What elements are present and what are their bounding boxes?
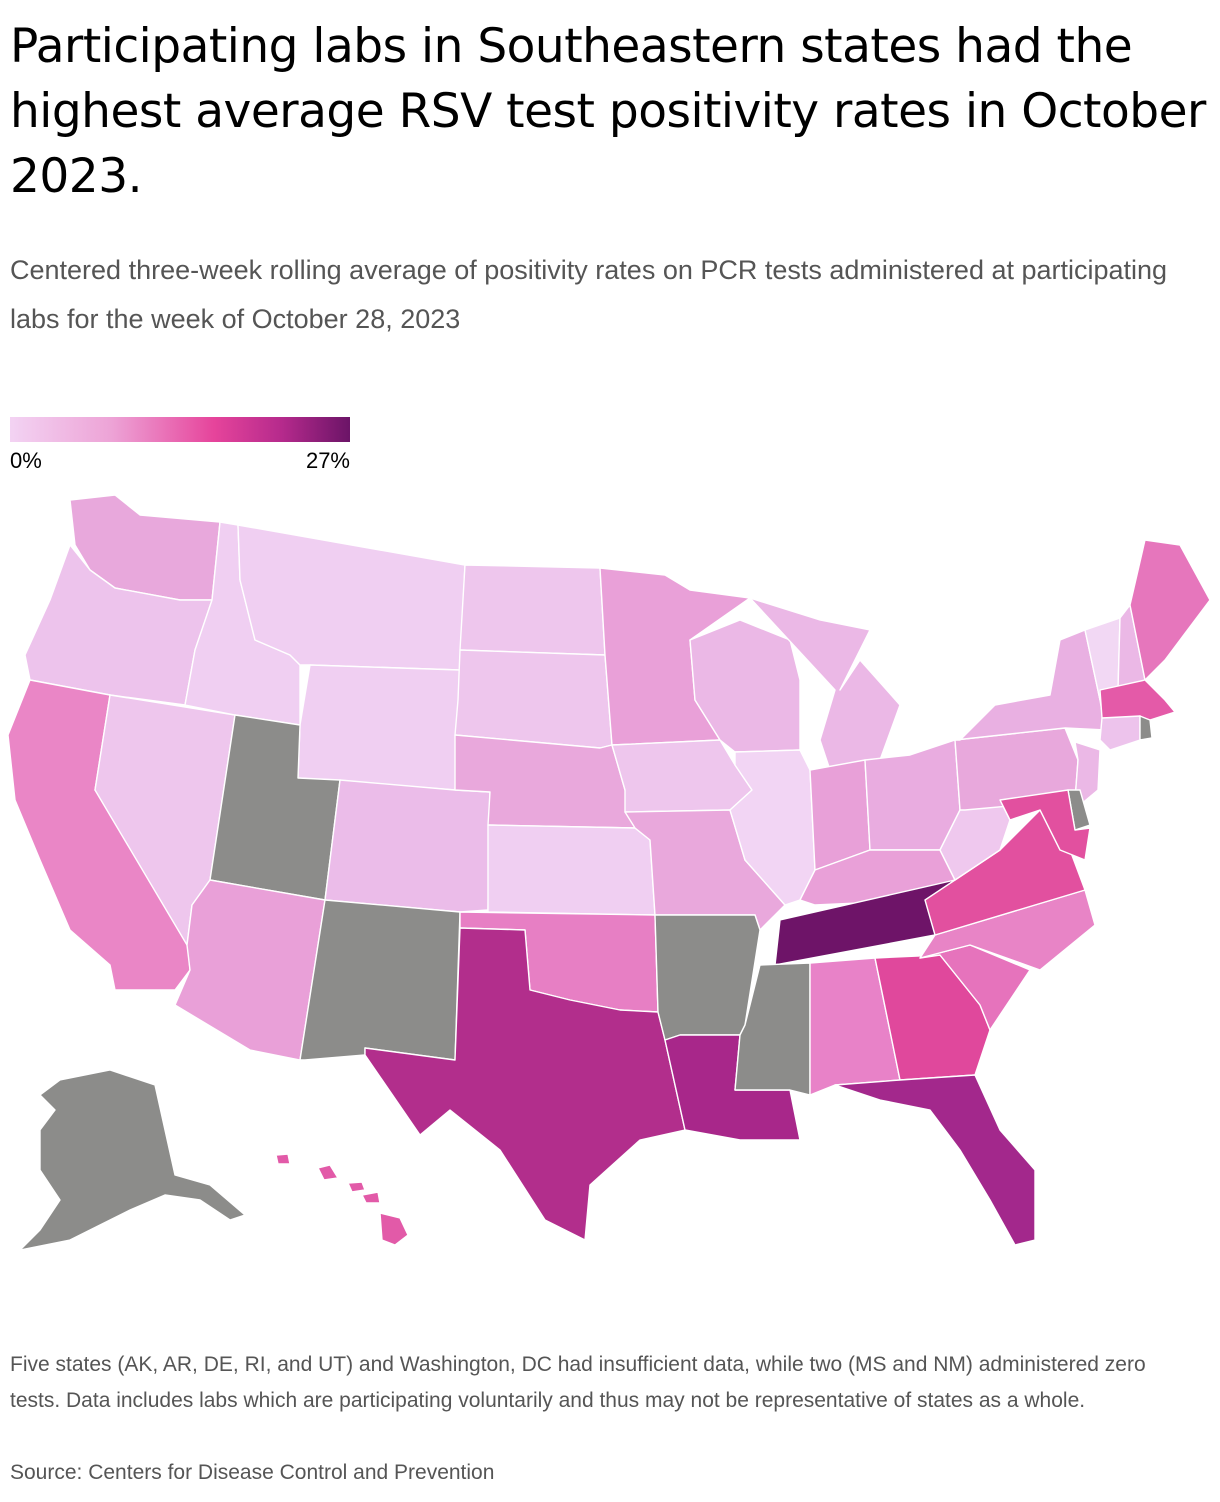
state-tx xyxy=(364,927,686,1241)
state-ms xyxy=(734,962,811,1096)
state-fl xyxy=(834,1074,1036,1246)
legend-min-label: 0% xyxy=(10,448,42,473)
chart-subtitle: Centered three-week rolling average of p… xyxy=(10,255,1168,334)
source-note: Source: Centers for Disease Control and … xyxy=(10,1461,495,1484)
state-ar xyxy=(654,914,761,1041)
state-ks xyxy=(487,824,656,916)
us-states-choropleth-map xyxy=(7,494,1211,1251)
state-az xyxy=(174,879,326,1061)
state-hi-island-5 xyxy=(275,1153,291,1165)
chart-title: Participating labs in Southeastern state… xyxy=(10,19,1206,204)
legend-max-label: 27% xyxy=(305,448,350,473)
footnote: Five states (AK, AR, DE, RI, and UT) and… xyxy=(10,1353,1146,1412)
states-layer xyxy=(7,494,1211,1251)
state-ri xyxy=(1139,715,1153,741)
state-ak xyxy=(19,1069,246,1251)
state-hi-island-2 xyxy=(317,1164,339,1181)
state-ny xyxy=(954,629,1106,741)
state-ia xyxy=(611,739,753,813)
state-nd xyxy=(459,564,606,656)
state-co xyxy=(324,779,491,913)
state-il xyxy=(729,749,816,906)
state-va xyxy=(924,809,1086,936)
state-wy xyxy=(297,664,461,791)
state-sd xyxy=(454,649,613,749)
state-hi xyxy=(379,1212,409,1246)
state-hi-island-4 xyxy=(361,1191,381,1204)
state-md xyxy=(999,789,1091,861)
state-mi xyxy=(749,597,901,771)
state-hi-island-3 xyxy=(347,1181,366,1193)
state-ct xyxy=(1099,715,1141,751)
color-scale-legend-bar xyxy=(10,417,350,442)
state-me xyxy=(1129,539,1211,681)
state-nm xyxy=(299,899,461,1061)
